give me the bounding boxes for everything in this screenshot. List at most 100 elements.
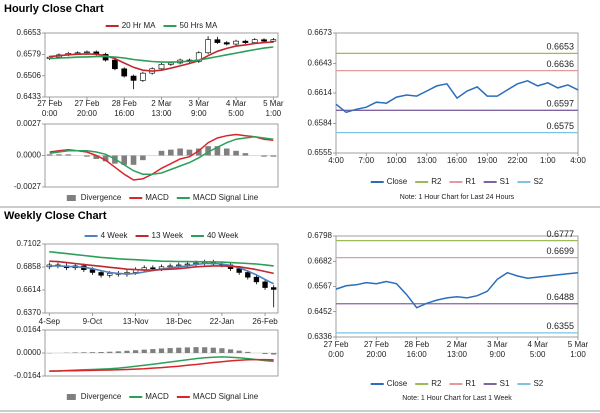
x-tick-label: 28 Feb 16:00 xyxy=(112,99,137,118)
candle-body xyxy=(262,281,268,288)
divergence-bar xyxy=(195,148,202,156)
candle-body xyxy=(130,75,137,81)
plot-frame xyxy=(44,243,279,314)
x-tick-label-line: 16:00 xyxy=(407,350,428,359)
close-line xyxy=(335,271,579,309)
candle-body xyxy=(236,268,242,273)
level-value-label: 0.6699 xyxy=(546,246,574,256)
x-tick-label: 2 Mar 13:00 xyxy=(447,340,468,359)
x-tick-label: 28 Feb 16:00 xyxy=(404,340,429,359)
x-tick-label: 2 Mar 13:00 xyxy=(151,99,172,118)
x-tick-label: 27 Feb 0:00 xyxy=(324,340,349,359)
x-tick-label-line: 9:00 xyxy=(191,109,207,118)
legend-label: S2 xyxy=(533,379,543,388)
candle-body xyxy=(251,39,258,43)
section-title: Hourly Close Chart xyxy=(4,3,104,15)
candle-body xyxy=(195,52,202,62)
macd-line xyxy=(49,136,274,175)
legend-label: S2 xyxy=(533,177,543,186)
x-tick-label-line: 28 Feb xyxy=(112,99,137,108)
legend-label: MACD xyxy=(145,193,169,202)
x-tick-label-line: 5:00 xyxy=(530,350,546,359)
x-tick-label-line: 0:00 xyxy=(42,109,58,118)
legend-label: Close xyxy=(387,379,408,388)
legend-label: 50 Hrs MA xyxy=(180,21,218,30)
y-tick-label: 0.6452 xyxy=(308,307,333,316)
y-tick-label: 0.6614 xyxy=(308,88,333,97)
candle-body xyxy=(121,68,128,77)
legend-label: 13 Week xyxy=(152,231,184,240)
moving-average xyxy=(49,260,274,275)
y-tick-label: 0.0027 xyxy=(17,119,42,128)
legend-label: S1 xyxy=(500,379,510,388)
divergence-bar xyxy=(167,348,173,353)
candle-body xyxy=(150,267,156,269)
candle-body xyxy=(89,269,96,273)
x-tick-label: 27 Feb 0:00 xyxy=(37,99,62,118)
legend-label: Close xyxy=(387,177,408,186)
x-tick-label-line: 1:00 xyxy=(570,350,586,359)
divergence-bar xyxy=(184,347,190,353)
moving-average xyxy=(49,46,274,63)
divergence-bar xyxy=(186,149,193,156)
x-tick-label: 16:00 xyxy=(447,156,468,165)
divergence-bar xyxy=(93,155,100,159)
divergence-bar xyxy=(89,352,96,353)
x-tick-label: 5 Mar 1:00 xyxy=(263,99,284,118)
legend-label: MACD Signal Line xyxy=(193,193,259,202)
divergence-bar xyxy=(124,350,130,353)
legend-label: R1 xyxy=(465,177,476,186)
divergence-bar xyxy=(271,353,277,355)
divergence-bar xyxy=(158,150,165,156)
x-tick-label: 3 Mar 9:00 xyxy=(487,340,508,359)
y-tick-label: 0.6584 xyxy=(308,119,333,128)
x-tick-label-line: 13:00 xyxy=(447,350,468,359)
x-tick-label-line: 28 Feb xyxy=(404,340,429,349)
y-tick-label: 0.7102 xyxy=(17,239,42,248)
x-tick-label: 13-Nov xyxy=(123,317,149,326)
x-tick-label-line: 3 Mar xyxy=(487,340,508,349)
legend-label: R2 xyxy=(431,177,442,186)
legend-label: Divergence xyxy=(81,193,122,202)
x-tick-label-line: 20:00 xyxy=(366,350,387,359)
x-tick-label: 5 Mar 1:00 xyxy=(568,340,589,359)
divergence-bar xyxy=(133,350,139,353)
x-tick-label-line: 27 Feb xyxy=(324,340,349,349)
candle-body xyxy=(167,265,173,268)
legend-label: S1 xyxy=(500,177,510,186)
y-tick-label: 0.6653 xyxy=(17,28,42,37)
x-tick-label-line: 9:00 xyxy=(490,350,506,359)
divergence-bar xyxy=(262,353,268,354)
y-tick-label: 0.6673 xyxy=(308,28,333,37)
divergence-bar xyxy=(233,150,239,156)
divergence-bar xyxy=(65,154,72,156)
divergence-bar xyxy=(193,347,199,353)
divergence-bar xyxy=(150,349,156,353)
legend-label: Divergence xyxy=(81,392,122,401)
macd-line xyxy=(49,358,274,372)
x-tick-label-line: 1:00 xyxy=(266,109,282,118)
divergence-bar xyxy=(72,352,78,353)
x-tick-label-line: 2 Mar xyxy=(151,99,172,108)
divergence-bar xyxy=(214,146,221,156)
x-tick-label: 19:00 xyxy=(477,156,498,165)
x-tick-label-line: 5 Mar xyxy=(263,99,284,108)
candle-body xyxy=(139,72,146,81)
y-tick-label: 0.0000 xyxy=(17,348,42,357)
level-value-label: 0.6355 xyxy=(546,321,574,331)
divergence-bar xyxy=(115,351,121,353)
x-tick-label-line: 4 Mar xyxy=(226,99,247,108)
candle-body xyxy=(205,39,211,54)
divergence-bar xyxy=(121,155,128,165)
divergence-bar xyxy=(227,349,234,353)
divergence-bar xyxy=(84,155,90,157)
macd-line xyxy=(49,133,274,181)
x-tick-label: 9-Oct xyxy=(83,317,103,326)
candle-body xyxy=(245,272,251,278)
divergence-bar xyxy=(202,347,208,353)
y-tick-label: 0.0000 xyxy=(17,151,42,160)
divergence-bar xyxy=(210,347,216,353)
y-tick-label: 0.6336 xyxy=(308,332,333,341)
legend-marker xyxy=(66,394,76,400)
